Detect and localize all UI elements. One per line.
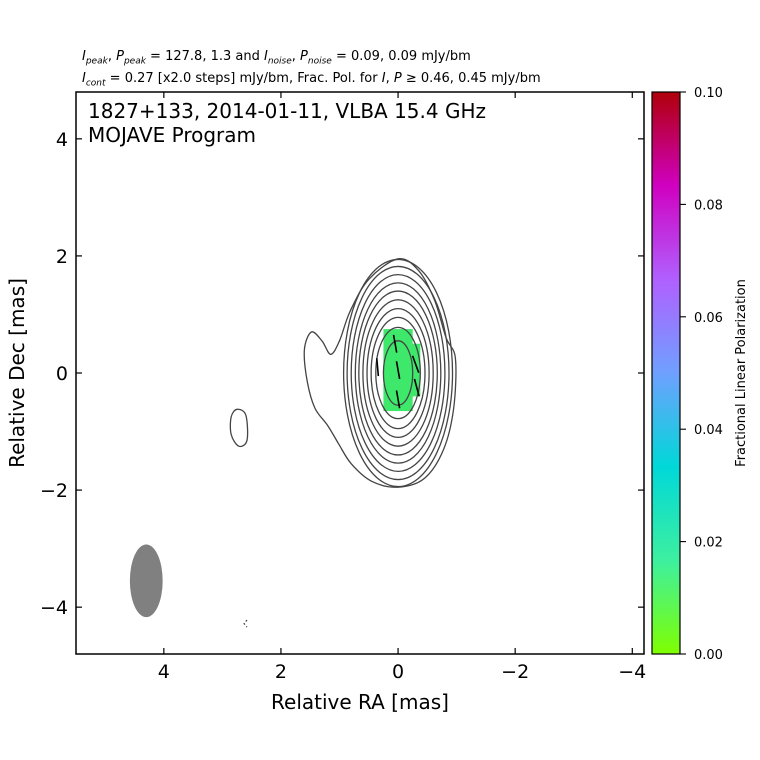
contour-level [362, 299, 434, 447]
header-unit-1: mJy/bm [421, 49, 471, 64]
contour-level [382, 340, 414, 406]
x-tick-label: −4 [618, 661, 646, 683]
frac-pol-threshold: 0.46, 0.45 mJy/bm [420, 71, 541, 86]
evpa-tick [395, 390, 401, 409]
colorbar [652, 92, 680, 654]
colorbar-frame [651, 91, 681, 655]
x-tick-label: 2 [275, 661, 287, 683]
frac-pol-text: Frac. Pol. for [297, 71, 378, 86]
contour-level [366, 307, 430, 439]
colorbar-label: Fractional Linear Polarization [734, 279, 749, 467]
contour-level [358, 290, 438, 456]
y-tick-label: −2 [40, 480, 68, 502]
chart-title: 1827+133, 2014-01-11, VLBA 15.4 GHz [88, 99, 486, 123]
header-line-1: Ipeak, Ppeak = 127.8, 1.3 and Inoise, Pn… [82, 49, 471, 67]
y-axis: 4 2 0 −2 −4 [40, 129, 644, 619]
contour-level [354, 282, 442, 464]
evpa-tick [375, 358, 380, 377]
contour-steps: [x2.0 steps] [157, 71, 236, 86]
p-peak-value: 1.3 [210, 49, 232, 64]
colorbar-tick-label: 0.00 [694, 648, 723, 663]
y-tick-label: −4 [40, 597, 68, 619]
x-tick-label: −2 [501, 661, 529, 683]
x-axis: 4 2 0 −2 −4 [158, 92, 646, 683]
contour-outer [303, 257, 457, 488]
colorbar-tick-label: 0.04 [694, 423, 723, 438]
contour-level [346, 265, 450, 481]
contour-negative [243, 619, 248, 628]
beam-ellipse [129, 544, 163, 618]
i-noise-value: 0.09 [351, 49, 380, 64]
i-peak-value: 127.8 [165, 49, 203, 64]
x-tick-label: 0 [392, 661, 404, 683]
evpa-ticks [375, 334, 420, 409]
y-tick-label: 0 [56, 363, 68, 385]
colorbar-tick-label: 0.08 [694, 198, 723, 213]
intensity-contours [229, 257, 457, 628]
colorbar-tick-label: 0.06 [694, 311, 723, 326]
evpa-tick [395, 361, 401, 380]
colorbar-tick-label: 0.10 [694, 86, 723, 101]
x-axis-label: Relative RA [mas] [271, 690, 449, 714]
i-cont-value: 0.27 [124, 71, 154, 86]
colorbar-tick-label: 0.02 [694, 536, 723, 551]
contour-level [350, 273, 446, 472]
x-tick-label: 4 [158, 661, 170, 683]
plot-area [129, 257, 457, 628]
y-tick-label: 4 [56, 129, 68, 151]
colorbar-ticks: 0.00 0.02 0.04 0.06 0.08 0.10 [680, 86, 723, 663]
header-unit-2: mJy/bm [239, 71, 289, 86]
evpa-tick [413, 378, 420, 397]
header-line-2: Icont = 0.27 [x2.0 steps] mJy/bm, Frac. … [82, 71, 541, 89]
y-axis-label: Relative Dec [mas] [5, 278, 29, 468]
p-noise-value: 0.09 [388, 49, 418, 64]
chart-subtitle: MOJAVE Program [88, 123, 256, 147]
contour-level [370, 316, 426, 430]
contour-level [375, 326, 421, 420]
y-tick-label: 2 [56, 246, 68, 268]
evpa-tick [411, 355, 420, 373]
contour-blob [229, 408, 249, 448]
evpa-tick [392, 334, 398, 353]
